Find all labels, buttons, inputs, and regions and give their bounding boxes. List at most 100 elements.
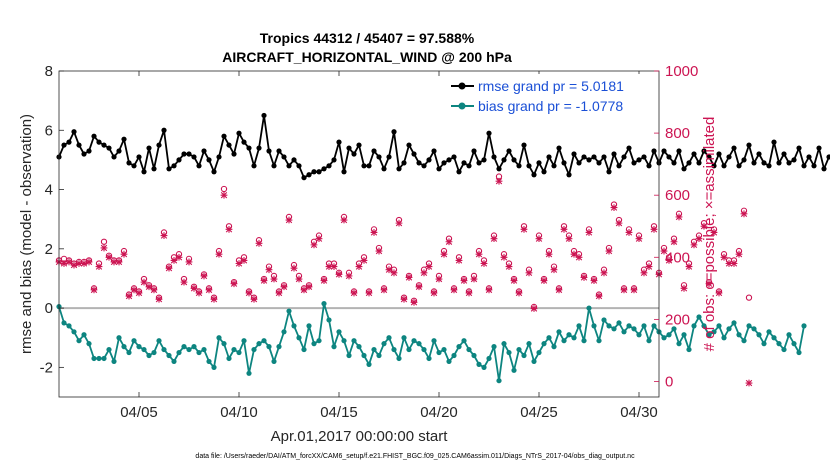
bias-point <box>436 349 442 356</box>
rmse-point <box>106 145 112 151</box>
bias-point <box>101 355 107 362</box>
rmse-point <box>741 157 747 163</box>
assimilated-obs-point <box>635 235 643 243</box>
bias-point <box>111 358 117 365</box>
rmse-point <box>826 154 830 160</box>
possible-obs-point <box>100 238 108 245</box>
assimilated-obs-point <box>745 379 753 387</box>
rmse-point <box>486 130 492 136</box>
assimilated-obs-point <box>115 258 123 266</box>
bias-point <box>741 338 747 344</box>
bias-point <box>381 341 387 347</box>
rmse-point <box>516 163 522 169</box>
assimilated-obs-point <box>90 286 98 294</box>
chart-title: Tropics 44312 / 45407 = 97.588% <box>260 30 475 46</box>
bias-point <box>501 341 507 347</box>
bias-point <box>336 329 342 335</box>
bias-point <box>591 323 597 329</box>
bias-point <box>121 344 127 350</box>
assimilated-obs-point <box>670 238 678 246</box>
rmse-point <box>236 130 242 136</box>
rmse-point <box>746 142 752 148</box>
rmse-point <box>491 154 497 160</box>
rmse-point <box>76 142 82 148</box>
rmse-point <box>646 163 652 169</box>
assimilated-obs-point <box>415 283 423 291</box>
assimilated-obs-point <box>85 258 93 266</box>
x-tick-label: 04/20 <box>420 404 458 421</box>
bias-point <box>386 335 392 341</box>
rmse-point <box>496 166 502 172</box>
assimilated-obs-point <box>180 278 188 286</box>
bias-point <box>206 358 212 365</box>
rmse-point <box>661 148 667 154</box>
assimilated-obs-point <box>260 277 268 284</box>
y2-tick-label: 800 <box>665 125 690 142</box>
rmse-point <box>461 160 467 166</box>
bias-point <box>581 338 587 344</box>
rmse-point <box>281 154 287 160</box>
assimilated-obs-point <box>210 295 218 303</box>
rmse-point <box>566 172 572 178</box>
rmse-point <box>751 160 757 166</box>
bias-point <box>131 338 137 344</box>
bias-point <box>691 323 697 329</box>
bias-point <box>276 344 282 350</box>
bias-point <box>486 355 492 362</box>
rmse-point <box>141 169 147 175</box>
rmse-point <box>561 160 567 166</box>
rmse-point <box>631 160 637 166</box>
bias-point <box>256 341 262 347</box>
rmse-point <box>166 166 172 172</box>
assimilated-obs-point <box>720 253 728 261</box>
rmse-point <box>591 154 597 160</box>
bias-point <box>466 346 472 353</box>
bias-point <box>766 329 772 335</box>
assimilated-obs-point <box>600 269 608 277</box>
rmse-point <box>411 151 417 157</box>
bias-point <box>746 323 752 329</box>
bias-point <box>566 332 572 338</box>
assimilated-obs-point <box>265 266 273 274</box>
assimilated-obs-point <box>445 238 453 246</box>
y2-axis-label: # of obs: o=possible; ×=assimilated <box>701 117 718 352</box>
bias-point <box>156 338 162 344</box>
y2-tick-label: 600 <box>665 187 690 204</box>
bias-point <box>671 326 677 332</box>
bias-point <box>791 341 797 347</box>
x-axis-label: Apr.01,2017 00:00:00 start <box>271 428 449 445</box>
rmse-point <box>726 154 732 160</box>
x-tick-label: 04/15 <box>320 404 358 421</box>
chart-subtitle: AIRCRAFT_HORIZONTAL_WIND @ 200 hPa <box>222 49 512 65</box>
assimilated-obs-point <box>195 289 203 297</box>
rmse-point <box>331 157 337 163</box>
assimilated-obs-point <box>625 229 633 236</box>
rmse-point <box>476 160 482 166</box>
bias-point <box>541 341 547 347</box>
rmse-point <box>161 127 167 133</box>
rmse-point <box>81 151 87 157</box>
bias-point <box>261 338 267 344</box>
rmse-point <box>766 163 772 169</box>
assimilated-obs-point <box>475 250 483 258</box>
bias-point <box>416 341 422 347</box>
bias-point <box>456 344 462 350</box>
possible-obs-point <box>220 185 228 193</box>
assimilated-obs-point <box>65 258 73 266</box>
bias-point <box>66 323 72 329</box>
rmse-point <box>271 163 277 169</box>
rmse-point <box>311 169 317 175</box>
bias-point <box>211 364 217 370</box>
bias-point <box>616 320 622 326</box>
rmse-point <box>571 151 577 157</box>
rmse-point <box>761 160 767 166</box>
rmse-point <box>541 169 547 175</box>
assimilated-obs-point <box>620 286 628 294</box>
assimilated-obs-point <box>710 229 718 236</box>
bias-point <box>666 332 672 338</box>
assimilated-obs-point <box>70 261 78 269</box>
bias-point <box>726 326 732 332</box>
rmse-point <box>211 169 217 175</box>
bias-point <box>531 358 537 365</box>
assimilated-obs-point <box>365 289 373 297</box>
